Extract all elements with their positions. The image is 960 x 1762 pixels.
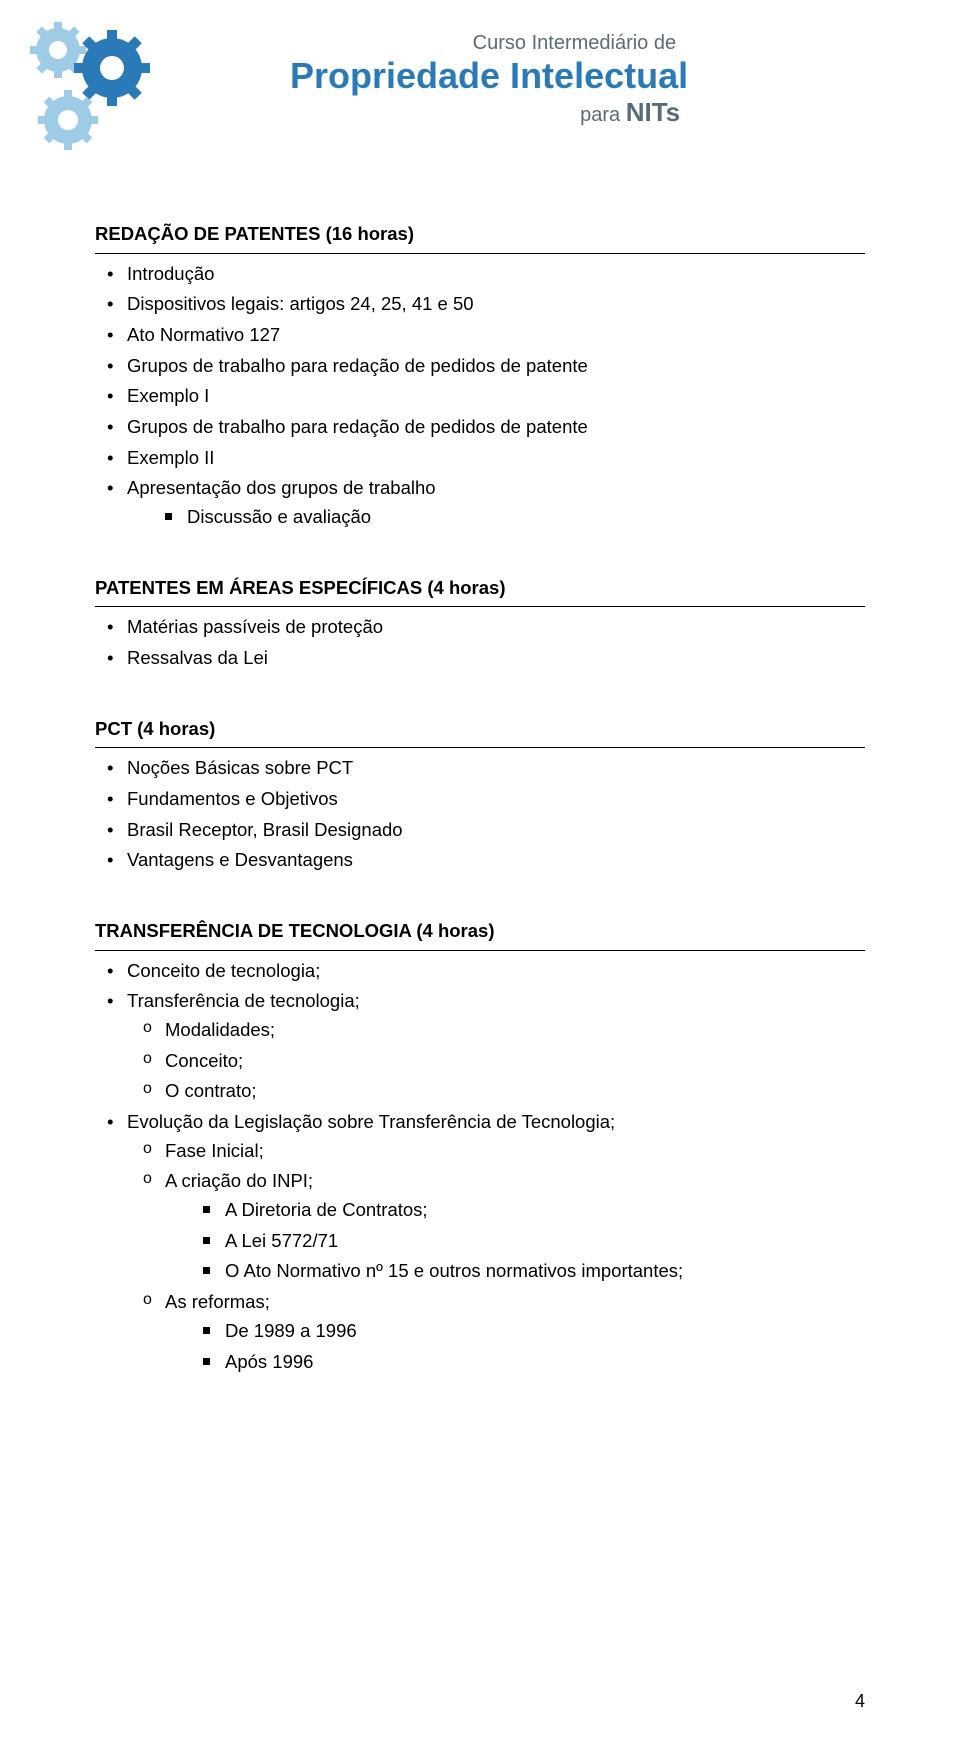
square-sublist: A Diretoria de Contratos;A Lei 5772/71O … (165, 1196, 865, 1286)
square-sublist: De 1989 a 1996Após 1996 (165, 1317, 865, 1376)
circle-item-text: As reformas; (165, 1291, 270, 1312)
header-line1: Curso Intermediário de (290, 32, 688, 55)
bullet-item: Introdução (127, 260, 865, 289)
bullet-item: Vantagens e Desvantagens (127, 846, 865, 875)
circle-item: Fase Inicial; (165, 1137, 865, 1166)
square-item: A Diretoria de Contratos; (225, 1196, 865, 1225)
bullet-item: Fundamentos e Objetivos (127, 785, 865, 814)
circle-item-text: A criação do INPI; (165, 1170, 313, 1191)
section-block: Matérias passíveis de proteção Ressalvas … (95, 606, 865, 672)
bullet-item: Apresentação dos grupos de trabalho Discu… (127, 474, 865, 531)
bullet-item-text: Vantagens e Desvantagens (127, 849, 353, 870)
bullet-item: Exemplo I (127, 382, 865, 411)
bullet-item-text: Apresentação dos grupos de trabalho (127, 477, 436, 498)
bullet-item-text: Brasil Receptor, Brasil Designado (127, 819, 403, 840)
bullet-item-text: Conceito de tecnologia; (127, 960, 320, 981)
circle-item: Conceito; (165, 1047, 865, 1076)
bullet-item: Matérias passíveis de proteção (127, 613, 865, 642)
bullet-item: Ressalvas da Lei (127, 644, 865, 673)
bullet-item-text: Fundamentos e Objetivos (127, 788, 338, 809)
bullet-item: Transferência de tecnologia; Modalidades;… (127, 987, 865, 1106)
bullet-item-text: Dispositivos legais: artigos 24, 25, 41 … (127, 293, 474, 314)
bullet-list: Noções Básicas sobre PCT Fundamentos e Ob… (95, 754, 865, 875)
bullet-item: Conceito de tecnologia; (127, 957, 865, 986)
bullet-item: Grupos de trabalho para redação de pedid… (127, 413, 865, 442)
circle-item-text: Modalidades; (165, 1019, 275, 1040)
section-title: TRANSFERÊNCIA DE TECNOLOGIA (4 horas) (95, 917, 865, 946)
bullet-item-text: Ressalvas da Lei (127, 647, 268, 668)
section-title: PCT (4 horas) (95, 715, 865, 744)
section-block: Introdução Dispositivos legais: artigos 2… (95, 253, 865, 532)
circle-item: As reformas; De 1989 a 1996Após 1996 (165, 1288, 865, 1376)
circle-item-text: Conceito; (165, 1050, 243, 1071)
circle-item: A criação do INPI; A Diretoria de Contrat… (165, 1167, 865, 1286)
bullet-list: Matérias passíveis de proteção Ressalvas … (95, 613, 865, 672)
square-item: Após 1996 (225, 1348, 865, 1377)
header-line3-prefix: para (580, 104, 626, 126)
bullet-item-text: Ato Normativo 127 (127, 324, 280, 345)
section-title: PATENTES EM ÁREAS ESPECÍFICAS (4 horas) (95, 574, 865, 603)
bullet-list: Introdução Dispositivos legais: artigos 2… (95, 260, 865, 532)
bullet-item-text: Introdução (127, 263, 214, 284)
page-number: 4 (855, 1691, 865, 1712)
bullet-item: Dispositivos legais: artigos 24, 25, 41 … (127, 290, 865, 319)
document-body: REDAÇÃO DE PATENTES (16 horas) Introdução… (0, 150, 960, 1376)
bullet-item-text: Matérias passíveis de proteção (127, 616, 383, 637)
circle-sublist: Modalidades; Conceito; O contrato; (127, 1016, 865, 1106)
header-line3-bold: NITs (626, 97, 680, 127)
bullet-item-text: Noções Básicas sobre PCT (127, 757, 353, 778)
bullet-item-text: Grupos de trabalho para redação de pedid… (127, 416, 588, 437)
bullet-item-text: Exemplo I (127, 385, 209, 406)
circle-item-text: O contrato; (165, 1080, 257, 1101)
bullet-item-text: Exemplo II (127, 447, 214, 468)
gears-logo (30, 20, 170, 150)
square-sublist: Discussão e avaliação (127, 503, 865, 532)
bullet-item: Grupos de trabalho para redação de pedid… (127, 352, 865, 381)
bullet-item: Evolução da Legislação sobre Transferênc… (127, 1108, 865, 1376)
bullet-item-text: Evolução da Legislação sobre Transferênc… (127, 1111, 615, 1132)
header-line3: para NITs (290, 97, 688, 128)
square-item: A Lei 5772/71 (225, 1227, 865, 1256)
square-item: O Ato Normativo nº 15 e outros normativo… (225, 1257, 865, 1286)
bullet-item: Exemplo II (127, 444, 865, 473)
bullet-item: Ato Normativo 127 (127, 321, 865, 350)
circle-item: Modalidades; (165, 1016, 865, 1045)
section-block: Noções Básicas sobre PCT Fundamentos e Ob… (95, 747, 865, 875)
square-item: De 1989 a 1996 (225, 1317, 865, 1346)
bullet-item: Brasil Receptor, Brasil Designado (127, 816, 865, 845)
bullet-item: Noções Básicas sobre PCT (127, 754, 865, 783)
header-line2: Propriedade Intelectual (290, 55, 688, 97)
header: Curso Intermediário de Propriedade Intel… (0, 0, 960, 150)
circle-item: O contrato; (165, 1077, 865, 1106)
circle-sublist: Fase Inicial; A criação do INPI; A Diretor… (127, 1137, 865, 1376)
section-title: REDAÇÃO DE PATENTES (16 horas) (95, 220, 865, 249)
circle-item-text: Fase Inicial; (165, 1140, 264, 1161)
section-block: Conceito de tecnologia; Transferência de … (95, 950, 865, 1376)
bullet-list: Conceito de tecnologia; Transferência de … (95, 957, 865, 1376)
bullet-item-text: Grupos de trabalho para redação de pedid… (127, 355, 588, 376)
header-title-block: Curso Intermediário de Propriedade Intel… (290, 32, 688, 128)
bullet-item-text: Transferência de tecnologia; (127, 990, 360, 1011)
square-item: Discussão e avaliação (187, 503, 865, 532)
